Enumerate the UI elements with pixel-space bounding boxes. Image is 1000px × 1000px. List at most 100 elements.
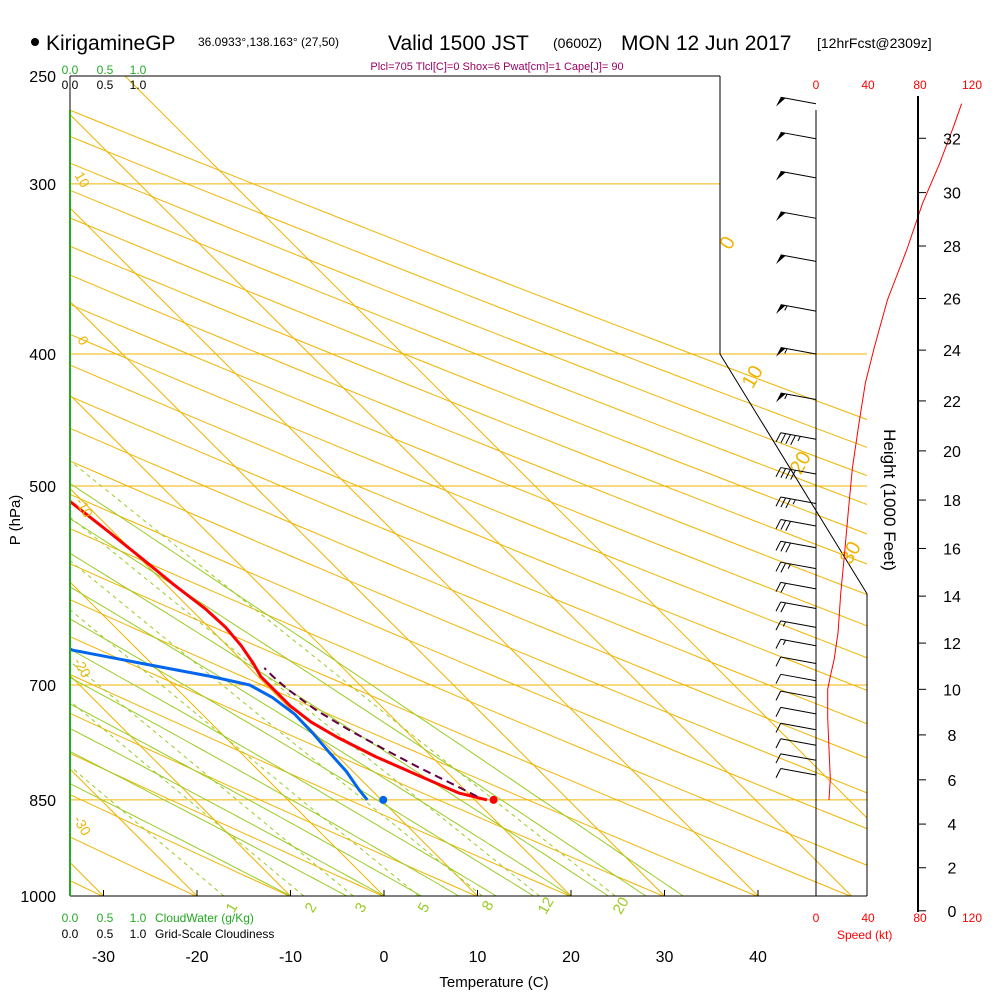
wind-barb <box>775 304 817 314</box>
wind-barb <box>775 96 817 107</box>
mixing-ratio-label: 12 <box>535 894 558 917</box>
valid-time: Valid 1500 JST <box>388 32 529 55</box>
x-axis-title: Temperature (C) <box>439 974 548 991</box>
dry-adiabat <box>70 333 867 659</box>
dry-adiabat <box>70 793 290 896</box>
cloudiness-tick-bottom: 1.0 <box>130 927 147 941</box>
temperature-tick-label: -20 <box>185 949 208 966</box>
isotherm <box>70 487 478 896</box>
dry-adiabat-label: 10 <box>72 169 94 191</box>
dry-adiabat-label: -30 <box>70 813 94 839</box>
moist-adiabat <box>70 783 291 896</box>
dry-adiabat <box>70 636 664 896</box>
wind-barb <box>775 170 817 181</box>
mixing-ratio-label: 8 <box>479 898 498 914</box>
pressure-tick-label: 500 <box>29 479 56 496</box>
wind-barb <box>775 347 817 357</box>
wind-barb <box>775 254 817 265</box>
series-parcel-line <box>263 667 478 798</box>
isotherm <box>0 76 10 896</box>
moist-adiabat <box>70 648 497 896</box>
dry-adiabat <box>70 135 867 448</box>
wind-barb <box>775 706 817 717</box>
temperature-tick-label: 0 <box>380 949 389 966</box>
mixing-ratio-line <box>70 765 225 896</box>
pressure-tick-label: 1000 <box>20 889 56 906</box>
height-tick-label: 30 <box>943 186 961 203</box>
temperature-tick-label: 30 <box>656 949 674 966</box>
cloud-water-tick-bottom: 1.0 <box>130 911 147 925</box>
temperature-tick-label: -10 <box>279 949 302 966</box>
wind-barb <box>775 211 817 222</box>
height-tick-label: 8 <box>948 728 957 745</box>
wind-barb <box>775 768 817 779</box>
dry-adiabat <box>70 245 867 565</box>
height-tick-label: 14 <box>943 589 961 606</box>
dry-adiabat <box>70 673 570 896</box>
wind-barb <box>775 738 817 749</box>
dry-adiabat <box>70 364 867 691</box>
mixing-ratio-line <box>70 559 483 896</box>
height-tick-label: 22 <box>943 394 961 411</box>
moist-adiabat <box>70 676 460 896</box>
moist-adiabat <box>70 552 609 896</box>
moist-adiabat <box>70 750 347 896</box>
surface-temperature-point <box>489 795 498 804</box>
wind-barb <box>775 620 817 631</box>
wind-barb <box>775 601 817 613</box>
dry-adiabat-label: 0 <box>715 233 740 254</box>
wind-barb <box>775 656 817 667</box>
dry-adiabat <box>70 752 383 896</box>
cloud-water-tick-top: 1.0 <box>130 63 147 77</box>
wind-barb <box>775 540 817 553</box>
wind-barb <box>775 690 817 701</box>
wind-barb <box>775 561 817 573</box>
diagram-grid <box>0 76 867 896</box>
forecast-tag: [12hrFcst@2309z] <box>817 35 932 51</box>
height-tick-label: 16 <box>943 541 961 558</box>
speed-tick-label-top: 120 <box>962 78 982 92</box>
speed-tick-label-bottom: 80 <box>913 911 927 925</box>
wind-barbs <box>775 96 817 779</box>
mixing-ratio-line <box>70 700 305 896</box>
pressure-tick-label: 250 <box>29 69 56 86</box>
dry-adiabat <box>70 109 867 421</box>
height-tick-label: 26 <box>943 292 961 309</box>
temperature-tick-label: 10 <box>469 949 487 966</box>
isotherm <box>70 581 385 896</box>
height-tick-label: 4 <box>948 817 957 834</box>
dry-adiabat <box>70 563 851 896</box>
speed-tick-label-bottom: 120 <box>962 911 982 925</box>
dry-adiabat <box>70 493 867 830</box>
pressure-tick-label: 300 <box>29 177 56 194</box>
height-tick-label: 6 <box>948 773 957 790</box>
dry-adiabat <box>70 162 867 477</box>
wind-barb <box>775 467 817 480</box>
dry-adiabat-label: 10 <box>738 362 768 392</box>
dry-adiabat <box>70 427 867 759</box>
series-temperature-line <box>70 499 488 802</box>
pressure-tick-label: 850 <box>29 793 56 810</box>
speed-tick-label-top: 0 <box>813 78 820 92</box>
isotherm <box>70 394 572 896</box>
wind-barb <box>775 638 817 649</box>
height-tick-label: 20 <box>943 444 961 461</box>
wind-barb <box>775 519 817 531</box>
dry-adiabat <box>70 303 867 627</box>
moist-adiabat <box>70 618 534 896</box>
moist-adiabat <box>70 703 422 896</box>
dry-adiabat <box>70 460 867 794</box>
station-bullet-icon <box>31 38 39 46</box>
isotherm <box>70 300 665 896</box>
height-tick-label: 18 <box>943 493 961 510</box>
moist-adiabat <box>70 727 385 896</box>
wind-barb <box>775 131 817 142</box>
dry-adiabat <box>70 274 867 596</box>
temperature-tick-label: 20 <box>562 949 580 966</box>
cloudiness-tick-top: 0.5 <box>97 78 114 92</box>
dry-adiabat <box>70 395 867 725</box>
height-axis-title: Height (1000 Feet) <box>880 429 899 571</box>
series-dewpoint-line <box>70 647 369 801</box>
mixing-ratio-label: 5 <box>415 900 434 916</box>
